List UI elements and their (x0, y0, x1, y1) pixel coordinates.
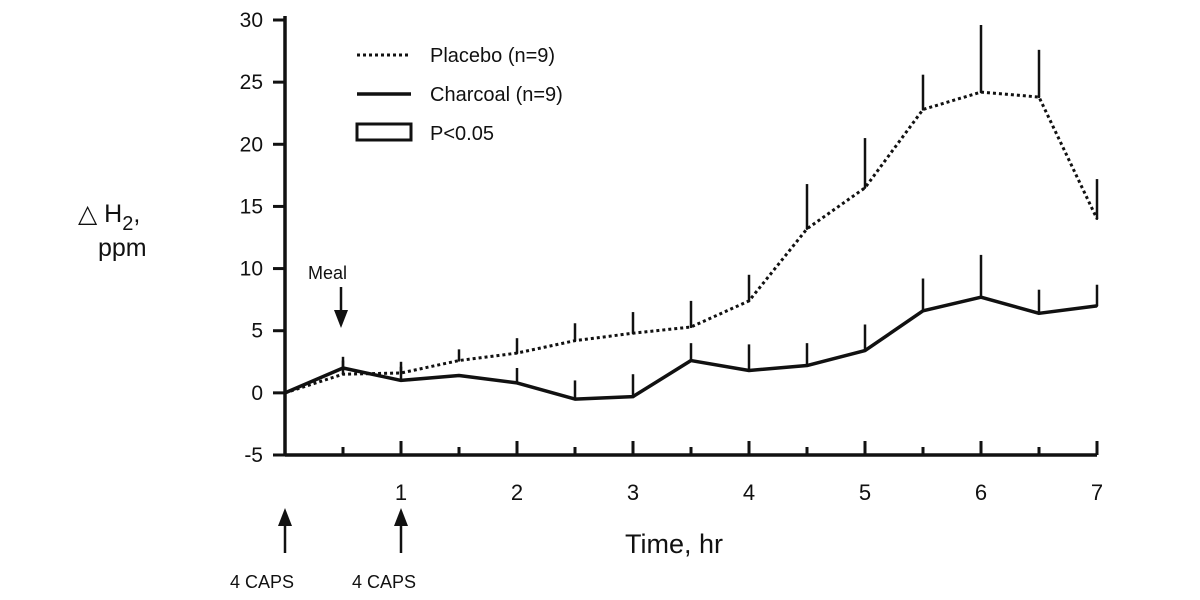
legend-significance-box (355, 122, 413, 142)
y-tick-label: 20 (240, 133, 263, 156)
y-tick-label: -5 (244, 444, 263, 467)
data-point-charcoal (283, 391, 287, 395)
x-axis-label: Time, hr (625, 529, 723, 559)
x-tick-label: 7 (1091, 480, 1103, 505)
meal-label: Meal (308, 263, 347, 283)
legend-placebo-label: Placebo (n=9) (430, 45, 555, 67)
x-tick-label: 3 (627, 480, 639, 505)
series-line-placebo (284, 90, 1099, 395)
y-tick-label: 30 (240, 9, 263, 32)
svg-text:△ H2,: △ H2, (78, 200, 140, 235)
x-tick-labels: 1 2 3 4 5 6 7 (395, 480, 1103, 505)
y-tick-labels: -5 0 5 10 15 20 25 30 (240, 9, 263, 467)
y-tick-label: 10 (240, 258, 263, 281)
y-tick-label: 0 (251, 382, 263, 405)
y-axis-label-units: ppm (98, 234, 147, 262)
y-axis-label-suffix: , (133, 200, 140, 228)
x-tick-label: 6 (975, 480, 987, 505)
legend: Placebo (n=9) Charcoal (n=9) P<0.05 (355, 45, 563, 145)
meal-arrow-icon (334, 310, 348, 328)
y-axis-label: △ H2, ppm (78, 200, 147, 262)
legend-significance-label: P<0.05 (430, 123, 494, 145)
y-tick-label: 5 (251, 320, 263, 343)
caps-label-1: 4 CAPS (230, 572, 294, 592)
legend-charcoal-label: Charcoal (n=9) (430, 84, 563, 106)
caps-arrow-icon-2 (394, 508, 408, 526)
y-axis-label-prefix: △ H (78, 200, 122, 228)
x-tick-label: 2 (511, 480, 523, 505)
caps-label-2: 4 CAPS (352, 572, 416, 592)
y-tick-label: 15 (240, 195, 263, 218)
x-tick-label: 5 (859, 480, 871, 505)
series-layer (283, 24, 1099, 401)
caps-arrow-icon-1 (278, 508, 292, 526)
y-tick-label: 25 (240, 71, 263, 94)
x-tick-label: 1 (395, 480, 407, 505)
tick-marks (273, 18, 1099, 457)
axes (283, 16, 1097, 457)
y-axis-label-subscript: 2 (122, 213, 133, 235)
data-point-charcoal (457, 374, 461, 377)
annotations: Meal 4 CAPS 4 CAPS (230, 263, 416, 592)
x-tick-label: 4 (743, 480, 755, 505)
